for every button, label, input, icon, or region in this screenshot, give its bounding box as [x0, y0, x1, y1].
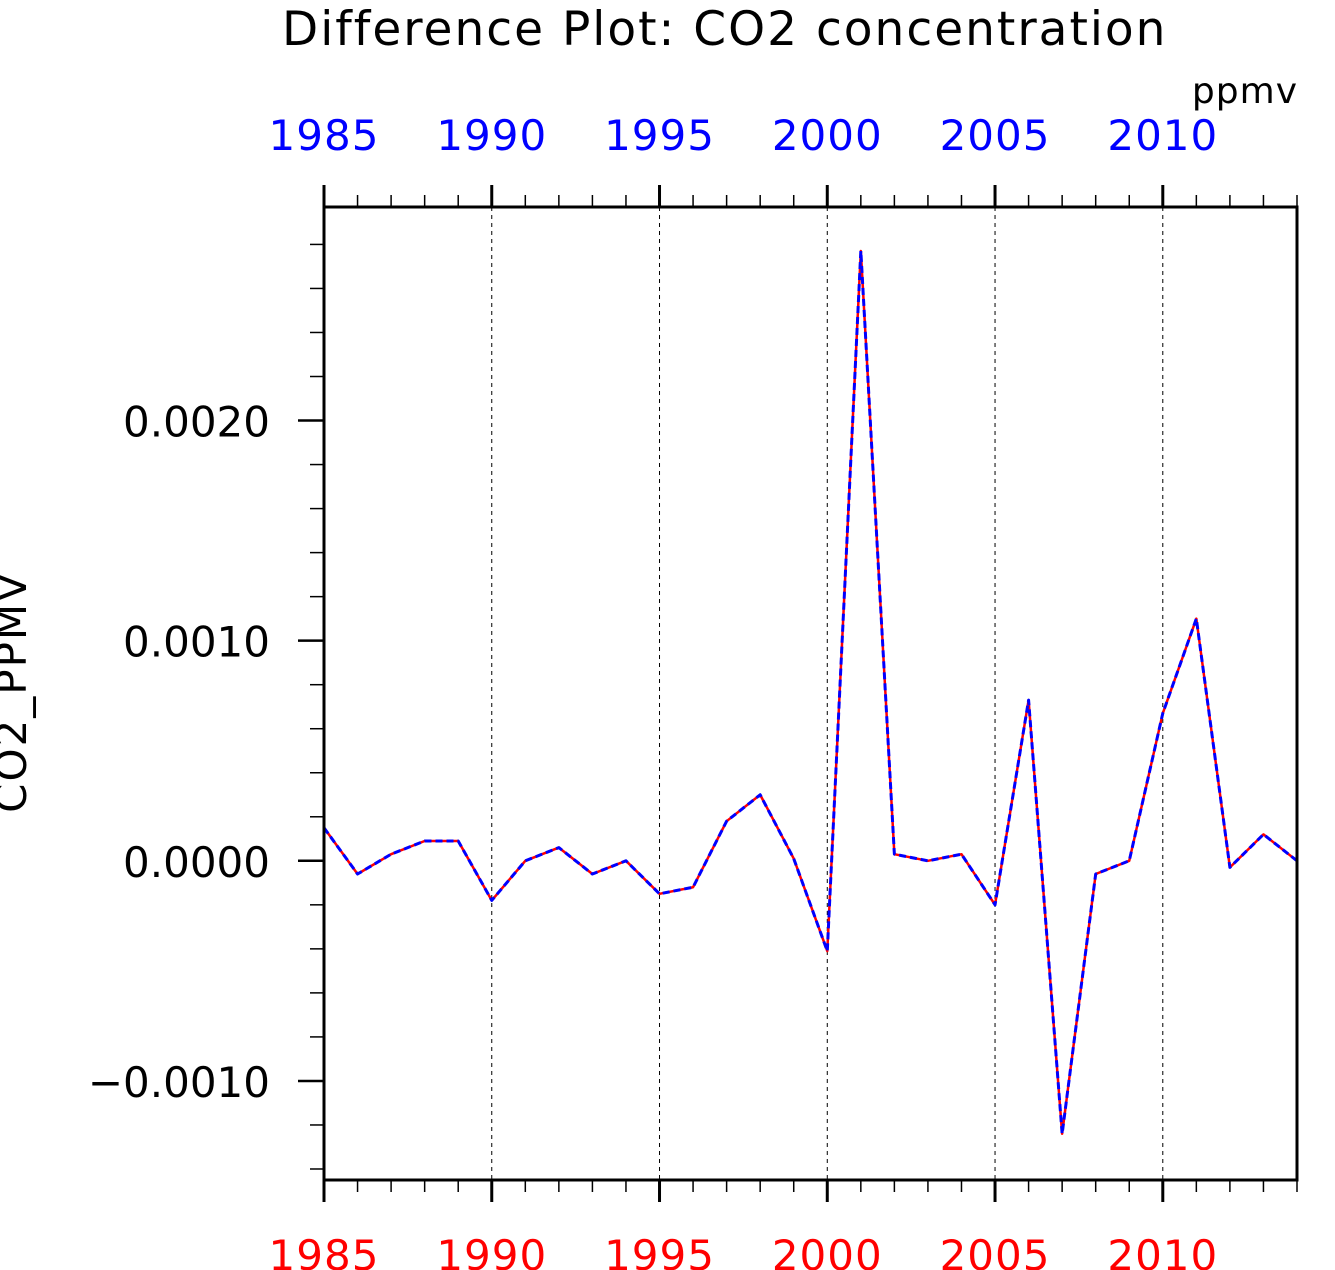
x-tick-label-top: 1985 — [269, 111, 380, 160]
series-group — [322, 249, 1298, 1136]
x-tick-label-bottom: 2000 — [772, 1231, 883, 1270]
vertical-grid — [491, 207, 1164, 1180]
x-tick-label-bottom: 1990 — [436, 1231, 547, 1270]
units-label: ppmv — [1192, 71, 1298, 112]
y-axis-label: CO2_PPMV — [0, 571, 36, 813]
series-line-2 — [322, 249, 1298, 1136]
x-tick-label-top: 2005 — [940, 111, 1051, 160]
x-tick-label-bottom: 1985 — [269, 1231, 380, 1270]
x-tick-label-bottom: 2010 — [1107, 1231, 1218, 1270]
y-tick-label: 0.0000 — [123, 838, 270, 887]
y-tick-label: −0.0010 — [88, 1058, 270, 1107]
y-tick-label: 0.0020 — [123, 398, 270, 447]
series-line-1 — [322, 249, 1298, 1136]
chart-title: Difference Plot: CO2 concentration — [282, 2, 1167, 57]
y-tick-label: 0.0010 — [123, 618, 270, 667]
plot-frame — [322, 205, 1299, 1182]
axes — [298, 185, 1299, 1202]
x-tick-label-top: 1990 — [436, 111, 547, 160]
x-tick-label-top: 1995 — [604, 111, 715, 160]
tick-labels: −0.0010 0.0000 0.0010 0.0020 1985 1985 1990 199… — [88, 111, 1218, 1270]
x-tick-label-bottom: 2005 — [940, 1231, 1051, 1270]
x-tick-label-bottom: 1995 — [604, 1231, 715, 1270]
x-tick-label-top: 2010 — [1107, 111, 1218, 160]
x-tick-label-top: 2000 — [772, 111, 883, 160]
